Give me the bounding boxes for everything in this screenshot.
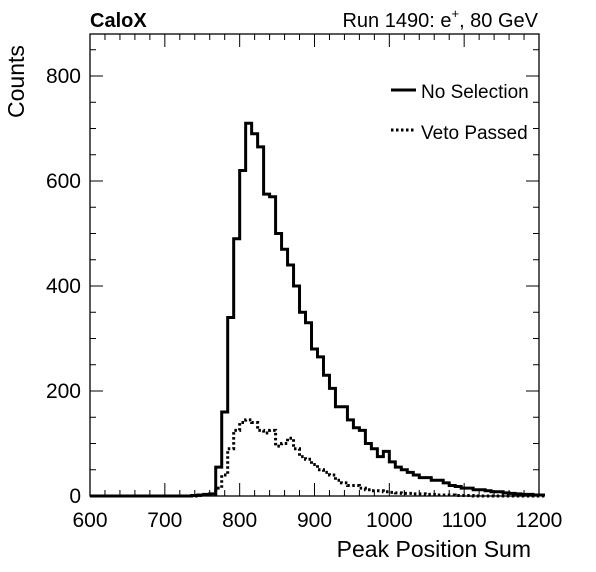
x-tick-labels: 600 700 800 900 1000 1100 1200 [72, 509, 562, 532]
y-tick-labels: 0 200 400 600 800 [46, 65, 81, 508]
y-tick-label: 600 [46, 170, 81, 193]
x-tick-label: 900 [297, 509, 332, 532]
legend-label-no-selection: No Selection [421, 82, 529, 103]
x-axis-title: Peak Position Sum [337, 536, 531, 562]
series-no-selection [90, 121, 545, 498]
plot-frame [89, 33, 540, 497]
x-tick-label: 1100 [442, 509, 487, 532]
y-tick-label: 0 [69, 485, 81, 508]
y-tick-label: 200 [46, 380, 81, 403]
x-tick-label: 1200 [516, 509, 563, 532]
x-tick-label: 1000 [366, 509, 413, 532]
run-info-label: Run 1490: e+, 80 GeV [342, 6, 538, 32]
run-info-superscript: + [451, 6, 459, 21]
y-tick-label: 800 [46, 65, 81, 88]
run-info-prefix: Run 1490: e [342, 10, 451, 32]
experiment-label: CaloX [90, 10, 147, 32]
y-tick-label: 400 [46, 275, 81, 298]
axis-ticks [89, 34, 540, 497]
x-tick-label: 700 [147, 509, 182, 532]
x-tick-label: 600 [72, 509, 107, 532]
legend: No Selection Veto Passed [391, 82, 529, 144]
series-veto-passed [90, 418, 545, 498]
x-tick-label: 800 [222, 509, 257, 532]
y-axis-title: Counts [3, 45, 29, 118]
run-info-suffix: , 80 GeV [459, 10, 539, 32]
legend-label-veto-passed: Veto Passed [421, 123, 528, 144]
